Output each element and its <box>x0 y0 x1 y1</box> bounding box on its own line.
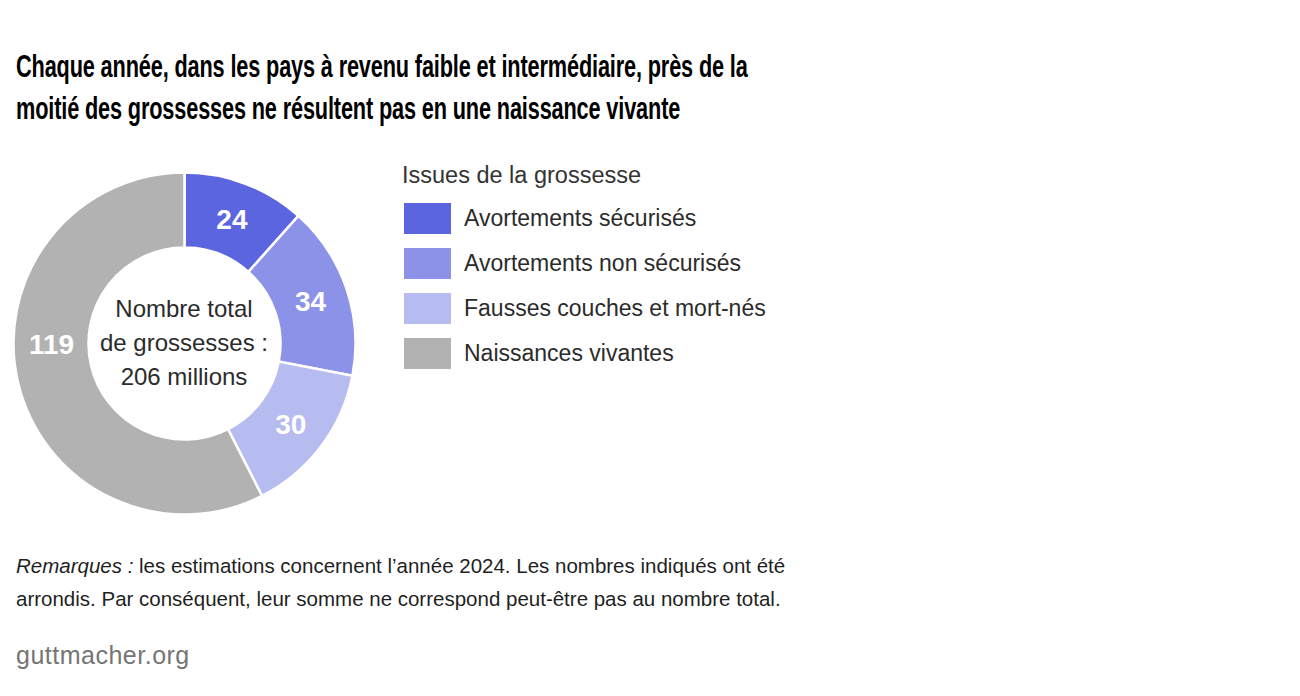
legend-item-label: Avortements non sécurisés <box>464 250 741 277</box>
notes-line-2: arrondis. Par conséquent, leur somme ne … <box>16 582 785 615</box>
donut-center-label: Nombre total de grossesses : 206 million… <box>64 292 304 394</box>
notes: Remarques : les estimations concernent l… <box>16 549 785 615</box>
donut-center-line-1: Nombre total <box>64 292 304 326</box>
footer: guttmacher.org <box>16 641 190 670</box>
legend-title: Issues de la grossesse <box>402 161 766 189</box>
legend: Issues de la grossesse Avortements sécur… <box>400 161 766 383</box>
notes-lead-italic: Remarques : <box>16 554 133 577</box>
page-title-line-2: moitié des grossesses ne résultent pas e… <box>16 88 748 130</box>
legend-item-label: Naissances vivantes <box>464 340 674 367</box>
infographic-page: Chaque année, dans les pays à revenu fai… <box>0 0 1300 696</box>
donut-value-label-0: 24 <box>216 204 248 235</box>
donut-center-line-2: de grossesses : <box>64 326 304 360</box>
legend-swatch-naissances-vivantes <box>404 338 451 369</box>
legend-item-avortements-securises: Avortements sécurisés <box>404 203 766 234</box>
notes-line-1: Remarques : les estimations concernent l… <box>16 549 785 582</box>
notes-line-1-text: les estimations concernent l’année 2024.… <box>133 554 785 577</box>
site-url[interactable]: guttmacher.org <box>16 641 190 669</box>
legend-item-avortements-non-securises: Avortements non sécurisés <box>404 248 766 279</box>
legend-swatch-avortements-securises <box>404 203 451 234</box>
legend-swatch-fausses-couches <box>404 293 451 324</box>
legend-item-label: Fausses couches et mort-nés <box>464 295 766 322</box>
legend-swatch-avortements-non-securises <box>404 248 451 279</box>
legend-item-label: Avortements sécurisés <box>464 205 696 232</box>
donut-center-line-3: 206 millions <box>64 360 304 394</box>
donut-value-label-2: 30 <box>275 409 306 440</box>
legend-item-fausses-couches: Fausses couches et mort-nés <box>404 293 766 324</box>
legend-item-naissances-vivantes: Naissances vivantes <box>404 338 766 369</box>
page-title-line-1: Chaque année, dans les pays à revenu fai… <box>16 46 748 88</box>
page-title: Chaque année, dans les pays à revenu fai… <box>16 46 1061 130</box>
